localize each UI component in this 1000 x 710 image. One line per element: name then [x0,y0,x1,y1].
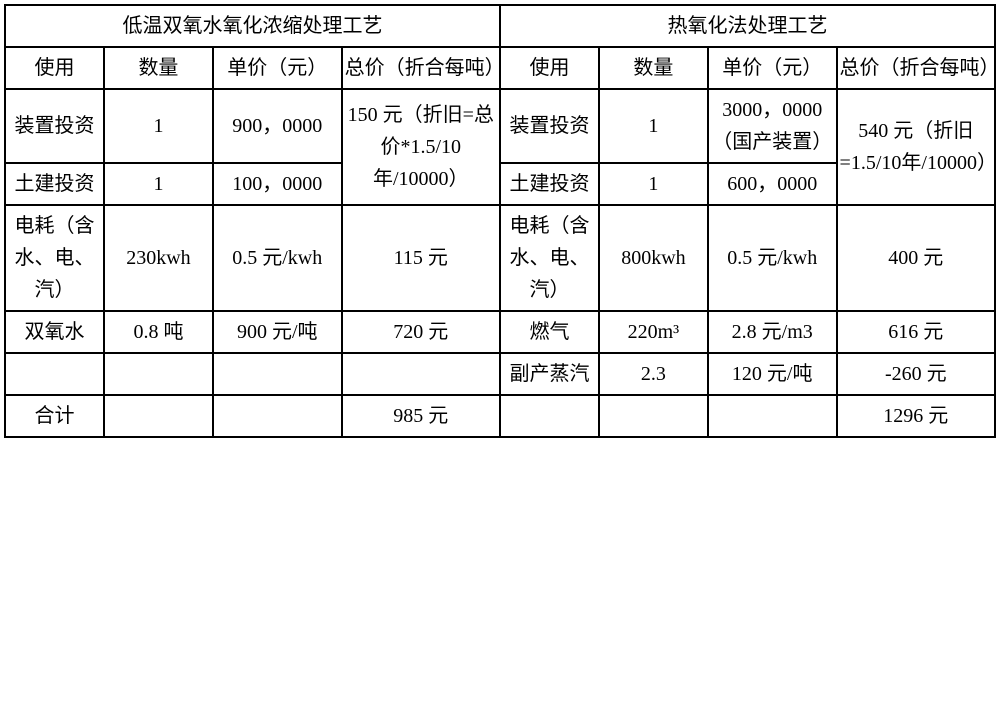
cell-qty: 2.3 [599,353,708,395]
cell-qty: 220m³ [599,311,708,353]
cell-total: 1296 元 [837,395,995,437]
cell-qty [104,353,213,395]
total-row: 合计 985 元 1296 元 [5,395,995,437]
comparison-table-wrapper: 低温双氧水氧化浓缩处理工艺 热氧化法处理工艺 使用 数量 单价（元） 总价（折合… [4,4,996,438]
cell-total: 616 元 [837,311,995,353]
col-total-right: 总价（折合每吨） [837,47,995,89]
cell-use: 装置投资 [500,89,599,163]
cell-qty [599,395,708,437]
cell-use: 双氧水 [5,311,104,353]
cell-price: 600，0000 [708,163,837,205]
comparison-table: 低温双氧水氧化浓缩处理工艺 热氧化法处理工艺 使用 数量 单价（元） 总价（折合… [4,4,996,438]
cell-use: 副产蒸汽 [500,353,599,395]
cell-total: -260 元 [837,353,995,395]
cell-use: 电耗（含水、电、汽） [500,205,599,311]
cell-total: 115 元 [342,205,500,311]
cell-price: 100，0000 [213,163,342,205]
cell-use [5,353,104,395]
cell-qty: 230kwh [104,205,213,311]
col-use-right: 使用 [500,47,599,89]
cell-price: 2.8 元/m3 [708,311,837,353]
cell-qty: 1 [599,163,708,205]
left-title: 低温双氧水氧化浓缩处理工艺 [5,5,500,47]
table-row: 副产蒸汽 2.3 120 元/吨 -260 元 [5,353,995,395]
cell-qty: 1 [599,89,708,163]
col-price-left: 单价（元） [213,47,342,89]
right-title: 热氧化法处理工艺 [500,5,995,47]
cell-qty: 1 [104,89,213,163]
cell-price [708,395,837,437]
cell-total [342,353,500,395]
cell-total: 720 元 [342,311,500,353]
cell-qty: 1 [104,163,213,205]
col-price-right: 单价（元） [708,47,837,89]
cell-price: 900 元/吨 [213,311,342,353]
table-row: 装置投资 1 900，0000 150 元（折旧=总价*1.5/10年/1000… [5,89,995,163]
col-qty-left: 数量 [104,47,213,89]
cell-qty: 0.8 吨 [104,311,213,353]
cell-price: 0.5 元/kwh [708,205,837,311]
cell-qty: 800kwh [599,205,708,311]
cell-use: 土建投资 [500,163,599,205]
cell-use: 土建投资 [5,163,104,205]
cell-price [213,353,342,395]
cell-qty [104,395,213,437]
cell-use: 燃气 [500,311,599,353]
cell-use: 电耗（含水、电、汽） [5,205,104,311]
cell-price [213,395,342,437]
cell-price: 3000，0000（国产装置） [708,89,837,163]
table-row: 双氧水 0.8 吨 900 元/吨 720 元 燃气 220m³ 2.8 元/m… [5,311,995,353]
cell-total: 985 元 [342,395,500,437]
col-total-left: 总价（折合每吨） [342,47,500,89]
col-use-left: 使用 [5,47,104,89]
header-row: 使用 数量 单价（元） 总价（折合每吨） 使用 数量 单价（元） 总价（折合每吨… [5,47,995,89]
col-qty-right: 数量 [599,47,708,89]
cell-total: 400 元 [837,205,995,311]
cell-price: 0.5 元/kwh [213,205,342,311]
cell-use: 合计 [5,395,104,437]
cell-price: 120 元/吨 [708,353,837,395]
cell-price: 900，0000 [213,89,342,163]
cell-use: 装置投资 [5,89,104,163]
table-row: 电耗（含水、电、汽） 230kwh 0.5 元/kwh 115 元 电耗（含水、… [5,205,995,311]
title-row: 低温双氧水氧化浓缩处理工艺 热氧化法处理工艺 [5,5,995,47]
cell-use [500,395,599,437]
cell-total-merged: 150 元（折旧=总价*1.5/10年/10000） [342,89,500,205]
cell-total-merged: 540 元（折旧=1.5/10年/10000） [837,89,995,205]
